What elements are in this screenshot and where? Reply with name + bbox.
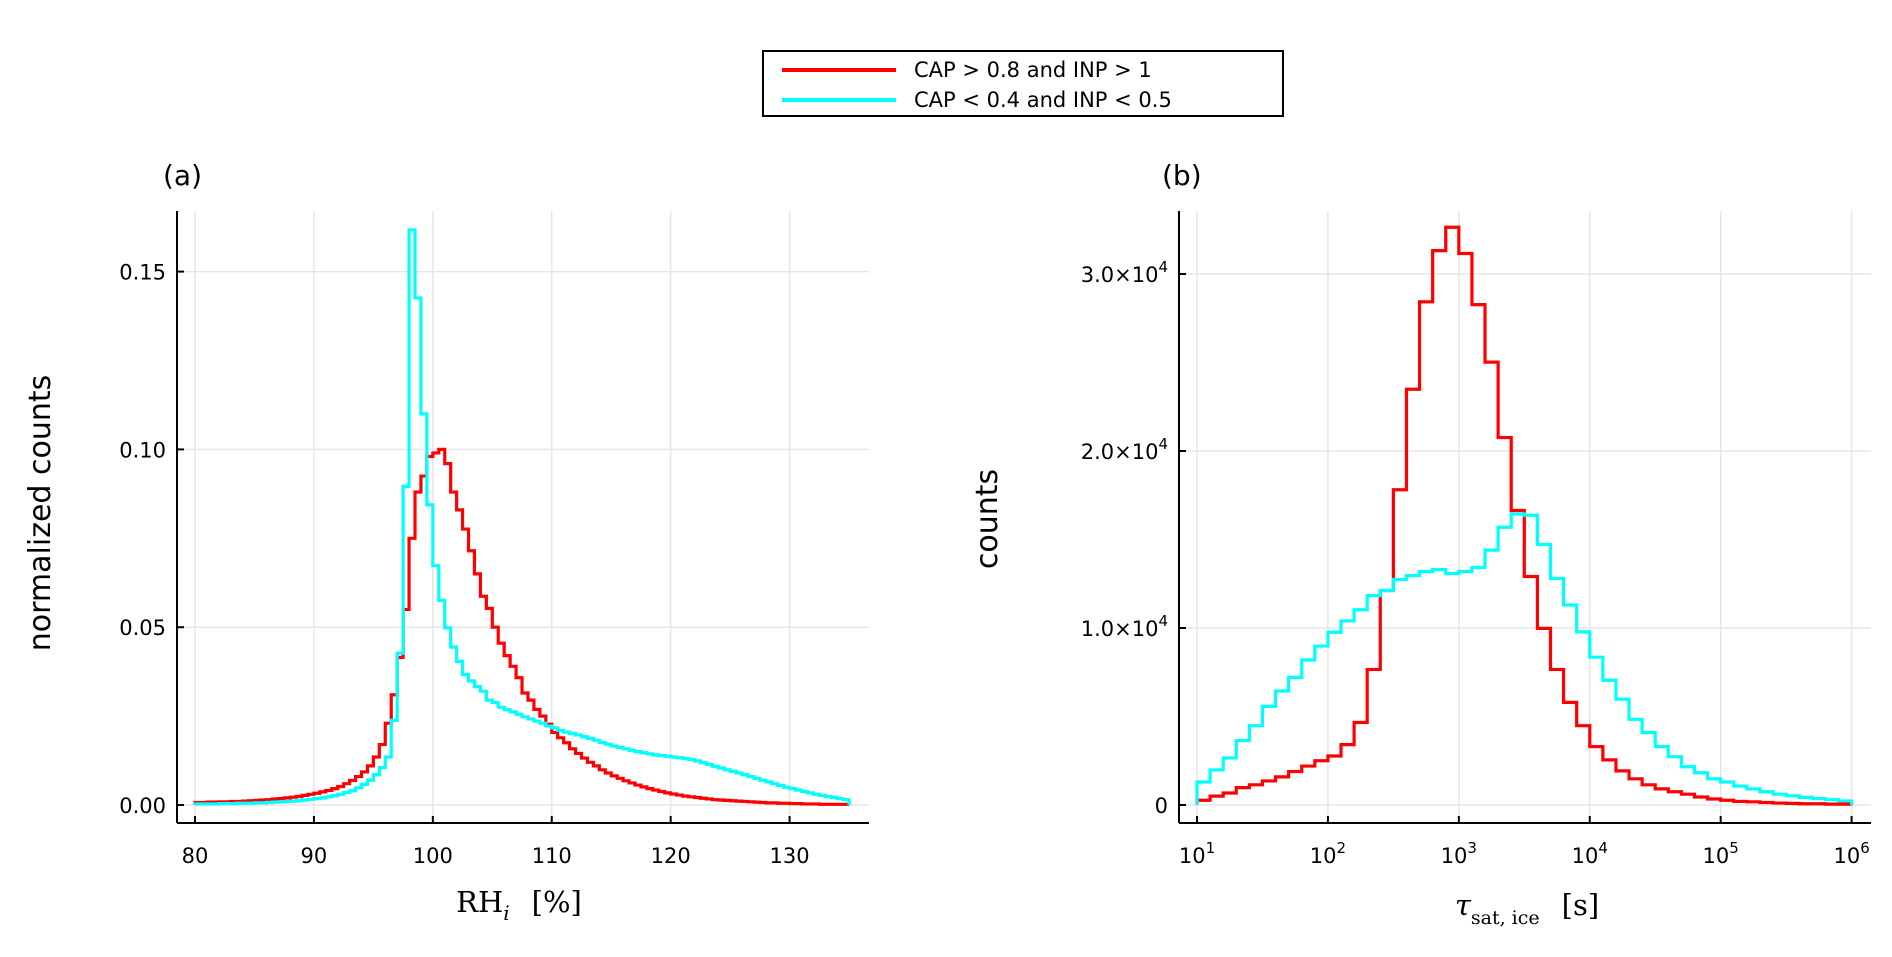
legend-label-red: CAP > 0.8 and INP > 1	[914, 58, 1152, 82]
panel-b-xlabel: τsat, ice [s]	[1455, 888, 1599, 929]
panel-a-histograms	[193, 228, 851, 806]
x-tick-label: 106	[1833, 839, 1869, 868]
panel-a-label: (a)	[163, 159, 202, 192]
legend-label-cyan: CAP < 0.4 and INP < 0.5	[914, 88, 1172, 112]
x-tick-label: 100	[413, 844, 453, 868]
panel-b: (b) 101 102 103 104 105 106 0 1.0×104 2.0×104 3.0…	[970, 159, 1871, 929]
panel-a: (a) 80 90 100 110 120 130 0.00 0.05 0.10 0.15 nor…	[23, 159, 869, 925]
x-tick-label: 104	[1572, 839, 1608, 868]
x-tick-label: 103	[1441, 839, 1477, 868]
y-tick-label: 0.10	[119, 438, 166, 462]
legend: CAP > 0.8 and INP > 1 CAP < 0.4 and INP …	[762, 50, 1284, 117]
x-tick-label: 110	[532, 844, 572, 868]
y-tick-label: 1.0×104	[1081, 612, 1168, 641]
y-tick-label: 0.15	[119, 261, 166, 285]
panel-b-axes: 101 102 103 104 105 106 0 1.0×104 2.0×104 3.0×104	[1081, 211, 1871, 868]
y-tick-label: 2.0×104	[1081, 435, 1168, 464]
x-tick-label: 120	[651, 844, 691, 868]
y-tick-label: 3.0×104	[1081, 258, 1168, 287]
panel-b-histograms	[1195, 225, 1854, 806]
panel-a-axes: 80 90 100 110 120 130 0.00 0.05 0.10 0.15	[119, 211, 869, 868]
histogram-series-red	[1195, 225, 1854, 806]
panel-b-ylabel: counts	[970, 469, 1005, 569]
y-tick-label: 0	[1155, 794, 1168, 818]
x-tick-label: 102	[1310, 839, 1346, 868]
histogram-series-cyan	[193, 228, 851, 806]
x-tick-label: 130	[770, 844, 810, 868]
x-tick-label: 90	[301, 844, 328, 868]
legend-box	[762, 50, 1284, 117]
panel-a-xlabel: RHi [%]	[456, 885, 582, 925]
histogram-series-cyan	[1195, 512, 1854, 805]
panel-b-label: (b)	[1162, 159, 1202, 192]
panel-a-grid	[177, 211, 869, 823]
panel-a-ylabel: normalized counts	[23, 375, 58, 652]
histogram-series-red	[193, 447, 851, 806]
x-tick-label: 101	[1179, 839, 1215, 868]
panel-b-grid	[1179, 211, 1871, 823]
x-tick-label: 105	[1703, 839, 1739, 868]
y-tick-label: 0.00	[119, 794, 166, 818]
x-tick-label: 80	[182, 844, 209, 868]
y-tick-label: 0.05	[119, 616, 166, 640]
